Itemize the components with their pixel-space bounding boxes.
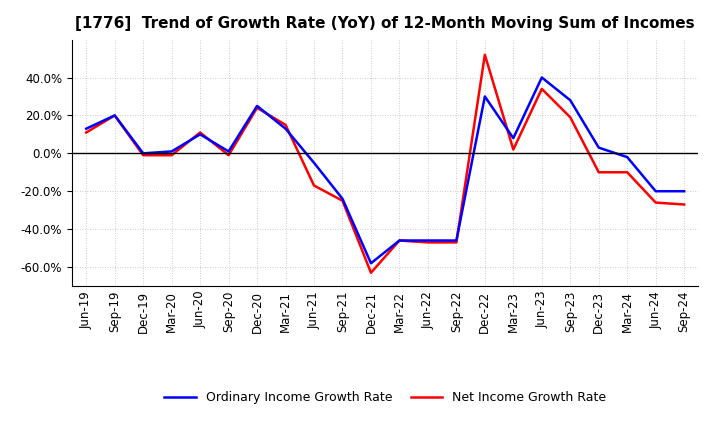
Ordinary Income Growth Rate (652, 189, 660, 194)
Net Income Growth Rate (310, 183, 318, 188)
Ordinary Income Growth Rate (509, 136, 518, 141)
Ordinary Income Growth Rate (537, 75, 546, 80)
Net Income Growth Rate (139, 153, 148, 158)
Net Income Growth Rate (282, 122, 290, 128)
Net Income Growth Rate (82, 130, 91, 135)
Net Income Growth Rate (167, 153, 176, 158)
Net Income Growth Rate (395, 238, 404, 243)
Net Income Growth Rate (253, 105, 261, 110)
Net Income Growth Rate (196, 130, 204, 135)
Ordinary Income Growth Rate (623, 154, 631, 160)
Net Income Growth Rate (366, 270, 375, 275)
Net Income Growth Rate (509, 147, 518, 152)
Title: [1776]  Trend of Growth Rate (YoY) of 12-Month Moving Sum of Incomes: [1776] Trend of Growth Rate (YoY) of 12-… (76, 16, 695, 32)
Ordinary Income Growth Rate (423, 238, 432, 243)
Net Income Growth Rate (480, 52, 489, 57)
Ordinary Income Growth Rate (366, 260, 375, 266)
Net Income Growth Rate (566, 115, 575, 120)
Net Income Growth Rate (338, 198, 347, 203)
Line: Ordinary Income Growth Rate: Ordinary Income Growth Rate (86, 77, 684, 263)
Net Income Growth Rate (680, 202, 688, 207)
Ordinary Income Growth Rate (167, 149, 176, 154)
Ordinary Income Growth Rate (395, 238, 404, 243)
Ordinary Income Growth Rate (196, 132, 204, 137)
Ordinary Income Growth Rate (338, 196, 347, 202)
Net Income Growth Rate (652, 200, 660, 205)
Net Income Growth Rate (225, 153, 233, 158)
Ordinary Income Growth Rate (452, 238, 461, 243)
Ordinary Income Growth Rate (680, 189, 688, 194)
Net Income Growth Rate (452, 240, 461, 245)
Ordinary Income Growth Rate (282, 126, 290, 131)
Ordinary Income Growth Rate (480, 94, 489, 99)
Ordinary Income Growth Rate (110, 113, 119, 118)
Net Income Growth Rate (623, 170, 631, 175)
Ordinary Income Growth Rate (310, 160, 318, 165)
Line: Net Income Growth Rate: Net Income Growth Rate (86, 55, 684, 273)
Net Income Growth Rate (110, 113, 119, 118)
Ordinary Income Growth Rate (225, 149, 233, 154)
Net Income Growth Rate (537, 86, 546, 92)
Net Income Growth Rate (595, 170, 603, 175)
Ordinary Income Growth Rate (253, 103, 261, 109)
Legend: Ordinary Income Growth Rate, Net Income Growth Rate: Ordinary Income Growth Rate, Net Income … (159, 386, 611, 409)
Ordinary Income Growth Rate (595, 145, 603, 150)
Net Income Growth Rate (423, 240, 432, 245)
Ordinary Income Growth Rate (82, 126, 91, 131)
Ordinary Income Growth Rate (566, 98, 575, 103)
Ordinary Income Growth Rate (139, 150, 148, 156)
